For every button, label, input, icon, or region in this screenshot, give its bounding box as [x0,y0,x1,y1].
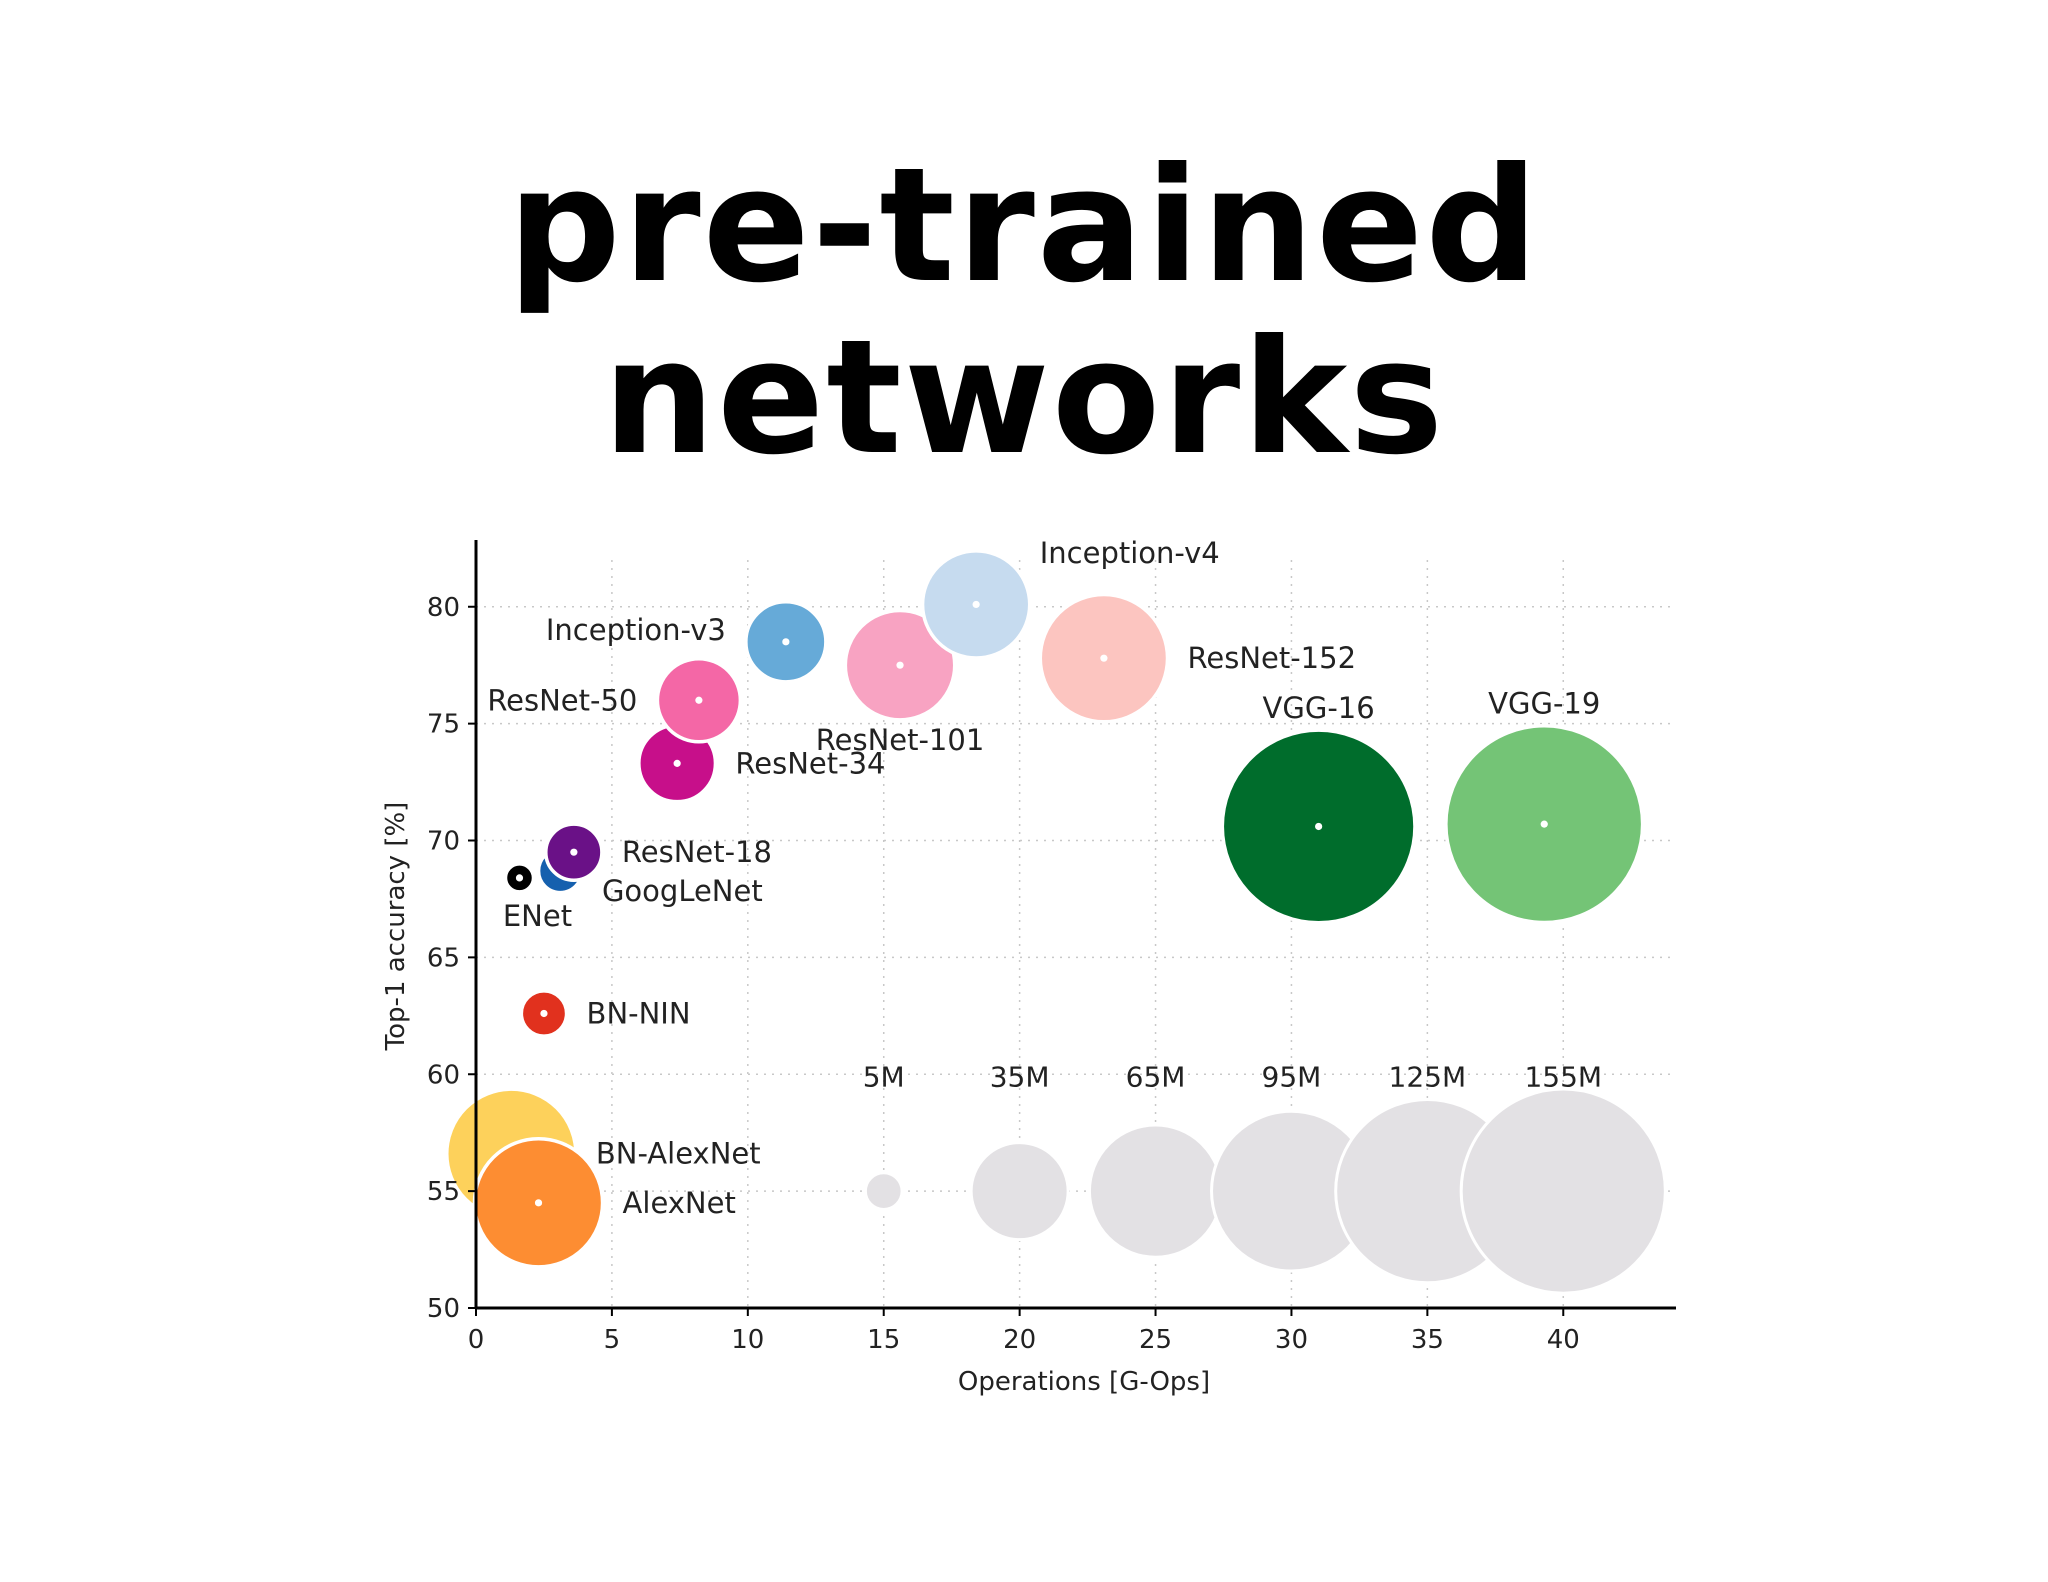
label-googlenet: GoogLeNet [602,874,763,908]
bubble-center-resnet-50 [695,696,703,704]
label-vgg-19: VGG-19 [1488,687,1600,721]
bubble-center-enet [515,874,524,882]
y-tick-label-80: 80 [427,593,460,623]
bubble-center-inception-v3 [782,638,790,646]
bubble-center-alexnet [534,1199,543,1207]
y-tick-label-60: 60 [427,1060,460,1090]
title-line-1: pre-trained [507,134,1541,318]
x-axis-label: Operations [G-Ops] [958,1367,1210,1397]
bubble-center-bn-nin [540,1009,548,1018]
size-legend-label-95m: 95M [1262,1060,1322,1093]
x-tick-label-30: 30 [1275,1325,1308,1355]
slide-title: pre-trained networks [0,140,2048,484]
bubble-center-resnet-18 [570,848,578,856]
bubble-center-resnet-152 [1100,654,1108,662]
size-legend-label-5m: 5M [863,1060,905,1093]
y-tick-label-50: 50 [427,1294,460,1324]
label-enet: ENet [503,899,572,933]
x-tick-label-15: 15 [867,1325,900,1355]
label-bn-nin: BN-NIN [587,996,691,1030]
labels: 5M 35M 65M 95M 125M 155M BN-AlexNet AlexNet BN-N… [487,536,1602,1220]
x-tick-label-40: 40 [1547,1325,1580,1355]
bubble-center-resnet-101 [896,661,904,669]
size-legend-label-125m: 125M [1389,1060,1467,1093]
size-legend-label-35m: 35M [990,1060,1050,1093]
y-tick-label-70: 70 [427,827,460,857]
bubble-center-vgg-16 [1315,822,1323,831]
y-axis-label: Top-1 accuracy [%] [381,802,411,1052]
size-legend-label-65m: 65M [1126,1060,1186,1093]
y-tick-label-75: 75 [427,710,460,740]
x-tick-label-20: 20 [1003,1325,1036,1355]
size-legend-bubble-65m [1087,1123,1224,1259]
axes: 0 5 10 15 20 25 30 35 40 50 55 60 65 70 75 80 Operations… [381,540,1676,1397]
x-tick-label-0: 0 [468,1325,485,1355]
bubble-center-vgg-19 [1540,820,1548,828]
label-resnet-18: ResNet-18 [622,835,772,869]
size-legend-label-155m: 155M [1524,1060,1602,1093]
size-legend-bubble-155m [1459,1087,1667,1295]
label-resnet-101: ResNet-101 [816,723,985,757]
y-tick-label-55: 55 [427,1177,460,1207]
y-tick-label-65: 65 [427,943,460,973]
size-legend [863,1087,1667,1295]
label-inception-v3: Inception-v3 [546,613,726,647]
x-tick-label-35: 35 [1411,1325,1444,1355]
label-alexnet: AlexNet [623,1186,736,1220]
label-resnet-50: ResNet-50 [487,683,637,717]
label-bn-alexnet: BN-AlexNet [596,1137,761,1171]
size-legend-bubble-35m [969,1141,1070,1242]
bubbles [445,549,1645,1269]
label-resnet-152: ResNet-152 [1188,641,1357,675]
x-tick-label-25: 25 [1139,1325,1172,1355]
x-tick-label-5: 5 [604,1325,621,1355]
label-resnet-34: ResNet-34 [735,746,885,780]
bubble-center-inception-v4 [972,600,980,609]
label-vgg-16: VGG-16 [1263,691,1375,725]
title-line-2: networks [602,306,1446,490]
label-inception-v4: Inception-v4 [1040,536,1220,570]
x-tick-label-10: 10 [731,1325,764,1355]
bubble-center-resnet-34 [673,759,681,767]
size-legend-bubble-5m [863,1171,904,1211]
